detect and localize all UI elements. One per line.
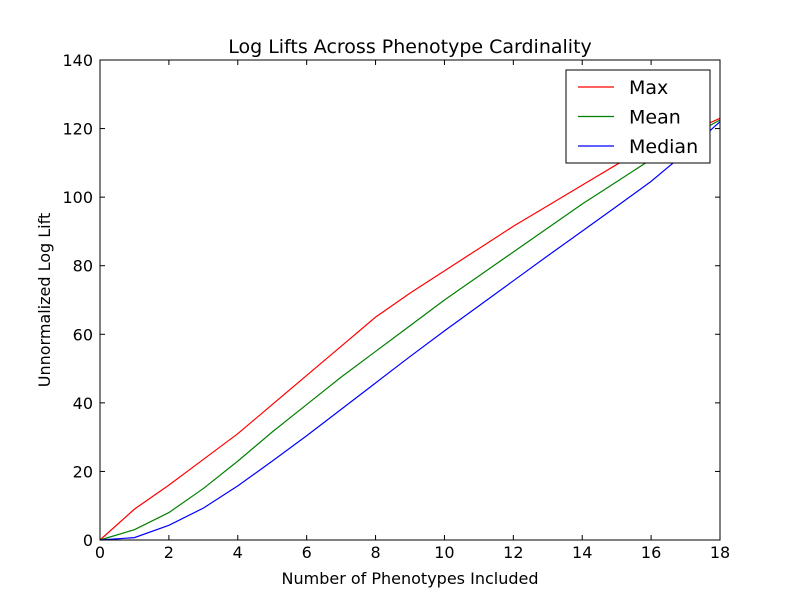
chart-title: Log Lifts Across Phenotype Cardinality — [228, 36, 592, 58]
y-tick-label: 60 — [73, 325, 93, 344]
x-tick-label: 12 — [503, 543, 523, 562]
series-layer — [99, 117, 721, 541]
series-line-mean — [99, 119, 721, 541]
series-line-median — [99, 121, 721, 541]
plot-frame — [99, 59, 721, 541]
y-axis-label: Unnormalized Log Lift — [35, 213, 54, 388]
ticks-layer: 0 2 4 6 8 10 12 14 16 18 0 20 40 60 80 100 120 140 — [62, 51, 730, 562]
y-tick-label: 140 — [62, 51, 93, 70]
x-axis-label: Number of Phenotypes Included — [282, 569, 539, 588]
x-tick-label: 6 — [302, 543, 312, 562]
x-tick-label: 4 — [233, 543, 243, 562]
y-tick-label: 0 — [83, 531, 93, 550]
y-tick-label: 100 — [62, 188, 93, 207]
x-tick-label: 18 — [710, 543, 730, 562]
x-tick-label: 14 — [572, 543, 592, 562]
legend: Max Mean Median — [565, 69, 711, 164]
x-tick-label: 8 — [370, 543, 380, 562]
y-tick-label: 40 — [73, 394, 93, 413]
series-line-max — [99, 117, 721, 541]
x-tick-label: 0 — [95, 543, 105, 562]
y-tick-label: 20 — [73, 462, 93, 481]
x-tick-label: 16 — [641, 543, 661, 562]
legend-label-max: Max — [629, 77, 668, 99]
x-tick-label: 2 — [164, 543, 174, 562]
y-tick-label: 120 — [62, 120, 93, 139]
y-tick-label: 80 — [73, 257, 93, 276]
legend-label-median: Median — [629, 136, 698, 158]
legend-label-mean: Mean — [629, 107, 681, 129]
x-tick-label: 10 — [434, 543, 454, 562]
